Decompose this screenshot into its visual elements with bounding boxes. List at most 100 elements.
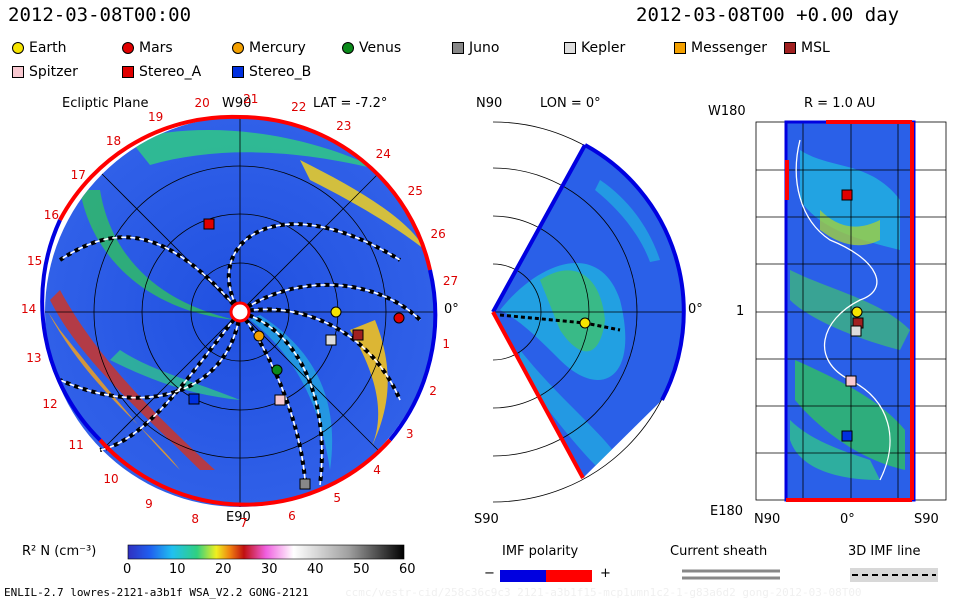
legend-item-mars: Mars (122, 40, 173, 56)
legend-label: Mercury (249, 40, 306, 56)
legend-swatch-icon (564, 42, 576, 54)
legend-label: Mars (139, 40, 173, 56)
model-footer: ENLIL-2.7 lowres-2121-a3b1f WSA_V2.2 GON… (4, 586, 309, 599)
surface-x-label-n90: N90 (754, 512, 781, 527)
ecliptic-tick-17: 17 (70, 167, 86, 182)
legend-swatch-icon (674, 42, 686, 54)
ecliptic-e90-label: E90 (226, 510, 251, 525)
colorbar-tick-60: 60 (399, 562, 416, 577)
ecliptic-tick-1: 1 (442, 337, 451, 352)
legend-item-earth: Earth (12, 40, 67, 56)
legend-swatch-icon (12, 42, 24, 54)
meridional-lon-label: LON = 0° (540, 96, 601, 111)
meridional-n90-label: N90 (476, 96, 503, 111)
colorbar (127, 544, 405, 560)
meridional-0deg-label: 0° (688, 302, 703, 317)
legend-swatch-icon (232, 66, 244, 78)
ecliptic-tick-14: 14 (21, 302, 37, 317)
ecliptic-tick-24: 24 (375, 147, 391, 162)
ecliptic-stereo-b (188, 393, 200, 405)
legend-label: Earth (29, 40, 67, 56)
ecliptic-plot (40, 114, 438, 507)
ecliptic-w90-label: W90 (222, 96, 252, 111)
legend-item-stereo-a: Stereo_A (122, 64, 201, 80)
surface-spitzer (845, 375, 857, 387)
colorbar-tick-10: 10 (169, 562, 186, 577)
legend-label: MSL (801, 40, 830, 56)
surface-x-label-s90: S90 (914, 512, 939, 527)
current-sheath-title: Current sheath (670, 544, 768, 559)
ecliptic-tick-7: 7 (239, 515, 248, 530)
surface-w180-label: W180 (708, 104, 746, 119)
right-timestamp: 2012-03-08T00 +0.00 day (636, 4, 900, 26)
surface-kepler (850, 325, 862, 337)
legend-item-spitzer: Spitzer (12, 64, 78, 80)
meridional-s90-label: S90 (474, 512, 499, 527)
ecliptic-juno (299, 478, 311, 490)
legend-label: Juno (469, 40, 500, 56)
colorbar-tick-50: 50 (353, 562, 370, 577)
legend-item-mercury: Mercury (232, 40, 306, 56)
legend-swatch-icon (232, 42, 244, 54)
imf-negative-swatch (500, 570, 546, 582)
ecliptic-earth (330, 306, 342, 318)
ecliptic-tick-22: 22 (291, 100, 307, 115)
ecliptic-mercury (253, 330, 265, 342)
ecliptic-tick-2: 2 (429, 384, 437, 399)
imf-line-sample (850, 568, 938, 582)
legend-item-kepler: Kepler (564, 40, 625, 56)
ecliptic-tick-5: 5 (333, 490, 341, 505)
colorbar-tick-20: 20 (215, 562, 232, 577)
ecliptic-tick-26: 26 (430, 226, 446, 241)
ecliptic-kepler (325, 334, 337, 346)
surface-r-label: R = 1.0 AU (804, 96, 876, 111)
colorbar-label: R² N (cm⁻³) (22, 544, 97, 559)
ecliptic-tick-13: 13 (26, 350, 42, 365)
ecliptic-stereo-a (203, 218, 215, 230)
legend-label: Venus (359, 40, 402, 56)
ecliptic-tick-23: 23 (336, 118, 352, 133)
colorbar-tick-0: 0 (123, 562, 132, 577)
legend-label: Stereo_B (249, 64, 312, 80)
ecliptic-tick-12: 12 (42, 396, 58, 411)
imf-minus-label: − (484, 566, 495, 581)
imf-line-title: 3D IMF line (848, 544, 921, 559)
ecliptic-tick-10: 10 (103, 471, 119, 486)
current-sheath-sample (682, 569, 780, 580)
ecliptic-tick-4: 4 (373, 462, 381, 477)
legend-item-msl: MSL (784, 40, 830, 56)
legend-swatch-icon (342, 42, 354, 54)
ecliptic-tick-25: 25 (407, 183, 423, 198)
ecliptic-tick-15: 15 (26, 254, 43, 269)
legend-item-messenger: Messenger (674, 40, 767, 56)
colorbar-tick-40: 40 (307, 562, 324, 577)
ecliptic-msl (352, 329, 364, 341)
meridional-plot (491, 121, 686, 503)
legend-item-stereo-b: Stereo_B (232, 64, 311, 80)
ecliptic-tick-20: 20 (194, 95, 210, 110)
ecliptic-tick-27: 27 (442, 273, 459, 288)
legend-swatch-icon (122, 66, 134, 78)
surface-map (755, 120, 947, 502)
imf-positive-swatch (546, 570, 592, 582)
ecliptic-tick-16: 16 (43, 208, 60, 223)
ecliptic-spitzer (274, 394, 286, 406)
legend-item-juno: Juno (452, 40, 499, 56)
surface-earth (851, 306, 863, 318)
imf-polarity-title: IMF polarity (502, 544, 579, 559)
ecliptic-tick-3: 3 (405, 426, 414, 441)
ecliptic-tick-6: 6 (288, 508, 296, 523)
legend-label: Spitzer (29, 64, 78, 80)
surface-stereo-b (841, 430, 853, 442)
ecliptic-title: Ecliptic Plane (62, 96, 149, 111)
ecliptic-tick-11: 11 (68, 437, 84, 452)
legend-item-venus: Venus (342, 40, 401, 56)
surface-e180-label: E180 (710, 504, 744, 519)
meridional-earth (579, 317, 591, 329)
imf-plus-label: + (600, 566, 611, 581)
colorbar-tick-30: 30 (261, 562, 278, 577)
ecliptic-mars (393, 312, 405, 324)
ecliptic-tick-19: 19 (147, 109, 164, 124)
